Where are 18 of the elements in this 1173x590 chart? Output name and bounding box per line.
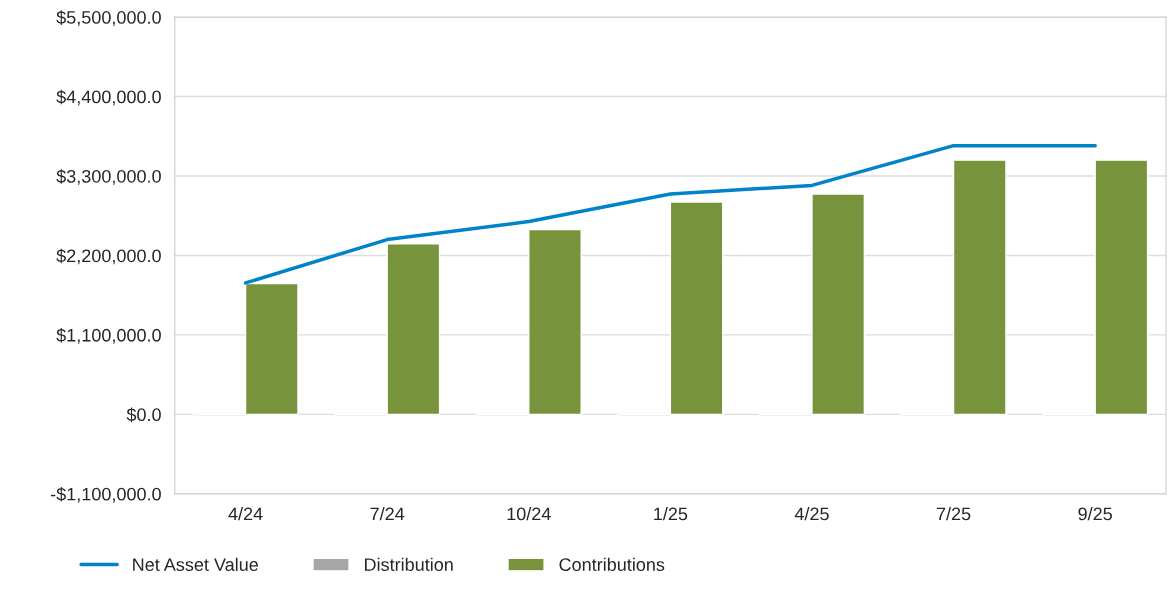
legend-label: Distribution bbox=[365, 557, 453, 572]
x-tick-label: 7/24 bbox=[370, 507, 405, 521]
x-tick-label: 4/25 bbox=[794, 507, 829, 521]
y-tick-label: $2,200,000.0 bbox=[56, 248, 161, 265]
legend-label: Net Asset Value bbox=[133, 557, 258, 572]
x-tick-label: 1/25 bbox=[654, 507, 688, 521]
x-tick-label: 7/25 bbox=[936, 507, 971, 521]
y-tick-label: $4,400,000.0 bbox=[56, 89, 161, 106]
legend-label: Contributions bbox=[559, 557, 665, 572]
y-tick-label: $0.0 bbox=[126, 407, 161, 423]
y-tick-label: $3,300,000.0 bbox=[56, 169, 161, 185]
y-tick-label: -$1,100,000.0 bbox=[50, 487, 161, 503]
line-series bbox=[243, 143, 1097, 285]
y-tick-label: $5,500,000.0 bbox=[56, 10, 161, 26]
y-tick-label: $1,100,000.0 bbox=[56, 328, 161, 344]
x-tick-label: 10/24 bbox=[507, 507, 551, 521]
x-tick-label: 9/25 bbox=[1078, 507, 1112, 521]
x-tick-label: 4/24 bbox=[228, 507, 263, 521]
